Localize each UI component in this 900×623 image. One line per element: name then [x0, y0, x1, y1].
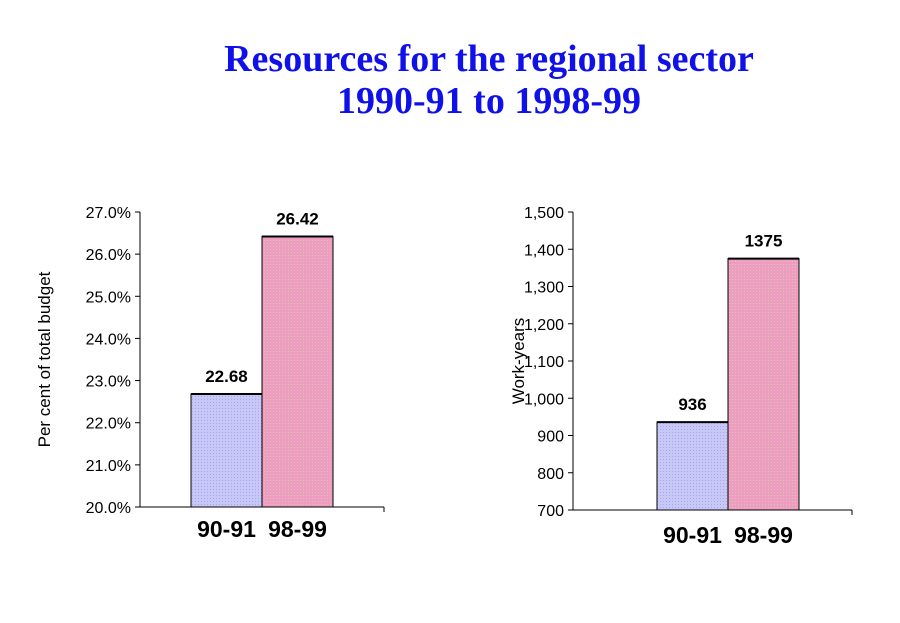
y-axis-label: Per cent of total budget	[35, 271, 54, 447]
y-tick-label: 1,400	[524, 242, 564, 259]
y-tick-label: 800	[537, 466, 564, 483]
y-tick-label: 1,200	[524, 317, 564, 334]
y-tick-label: 1,300	[524, 280, 564, 297]
y-tick-label: 23.0%	[86, 374, 131, 391]
y-tick-label: 1,500	[524, 205, 564, 222]
bar-98-99	[261, 235, 334, 508]
y-tick-label: 1,000	[524, 391, 564, 408]
bar-90-91	[656, 421, 729, 511]
data-label: 1375	[745, 232, 783, 251]
bar-90-91	[190, 393, 263, 508]
y-tick-label: 24.0%	[86, 331, 131, 348]
data-label: 26.42	[276, 209, 319, 228]
x-category-label: 98-99	[268, 516, 327, 542]
y-axis-label: Work-years	[509, 318, 528, 405]
y-tick-label: 22.0%	[86, 416, 131, 433]
y-tick-label: 26.0%	[86, 247, 131, 264]
y-tick-label: 900	[537, 429, 564, 446]
data-label: 22.68	[205, 367, 248, 386]
y-tick-label: 25.0%	[86, 289, 131, 306]
x-category-label: 90-91	[197, 516, 256, 542]
x-category-label: 98-99	[734, 522, 793, 548]
y-tick-label: 20.0%	[86, 500, 131, 517]
data-label: 936	[678, 395, 706, 414]
chart-title-line1: Resources for the regional sector	[224, 38, 754, 80]
bar-98-99	[727, 258, 800, 511]
y-tick-label: 1,100	[524, 354, 564, 371]
y-tick-label: 21.0%	[86, 458, 131, 475]
y-tick-label: 27.0%	[86, 205, 131, 222]
chart-title-line2: 1990-91 to 1998-99	[337, 80, 641, 122]
x-category-label: 90-91	[663, 522, 722, 548]
y-tick-label: 700	[537, 503, 564, 520]
